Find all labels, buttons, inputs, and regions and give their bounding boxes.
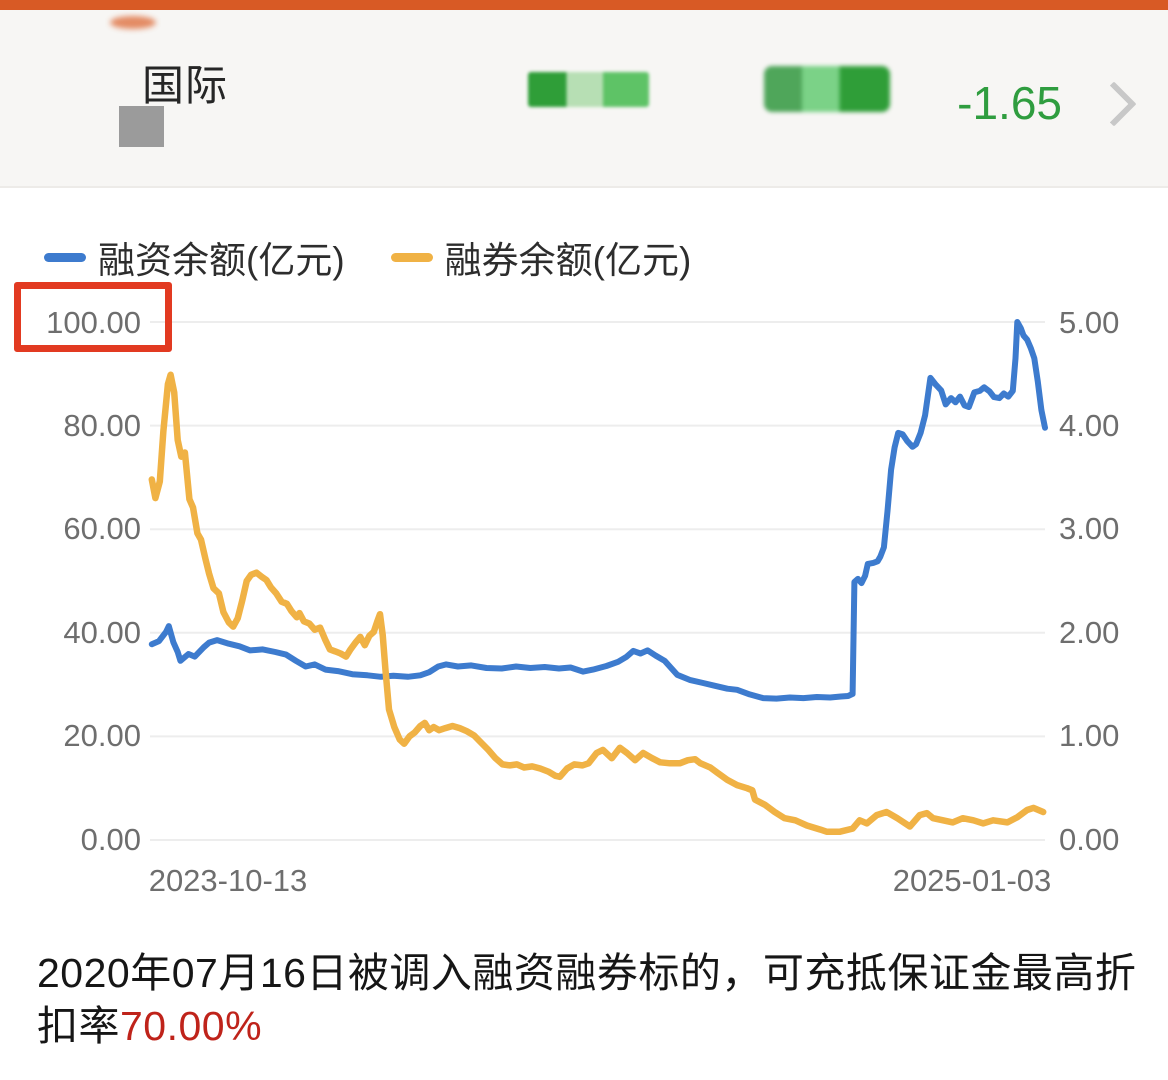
- series-line-1: [148, 371, 1047, 835]
- legend-item-financing: 融资余额(亿元): [44, 230, 345, 284]
- stock-name: 国际: [142, 62, 229, 109]
- chart-legend: 融资余额(亿元) 融券余额(亿元): [44, 230, 691, 284]
- legend-label-securities-lending: 融券余额(亿元): [444, 240, 692, 281]
- right-axis-tick-4: 4.00: [1059, 408, 1120, 443]
- redacted-price-value: [528, 72, 649, 107]
- right-axis-tick-3: 3.00: [1059, 511, 1120, 546]
- left-axis-tick-20: 20.00: [63, 718, 141, 753]
- left-axis-tick-40: 40.00: [63, 615, 141, 650]
- legend-item-securities-lending: 融券余额(亿元): [390, 230, 692, 284]
- right-axis-tick-2: 2.00: [1059, 615, 1120, 650]
- highlight-annotation-box: [14, 282, 172, 352]
- left-axis-tick-80: 80.00: [63, 408, 141, 443]
- securities-lending-line-swatch: [390, 252, 433, 262]
- right-axis-tick-1: 1.00: [1059, 718, 1120, 753]
- redacted-marker-blob: [110, 16, 156, 29]
- discount-rate-value: 70.00%: [120, 1003, 263, 1049]
- footnote-line2: 扣率: [37, 1003, 120, 1049]
- left-axis-tick-60: 60.00: [63, 511, 141, 546]
- x-axis-tick-start: 2023-10-13: [148, 863, 308, 898]
- footnote-line1: 2020年07月16日被调入融资融券标的，可充抵保证金最高折: [37, 950, 1137, 996]
- left-axis-tick-100: 100.00: [46, 305, 141, 340]
- status-accent-bar: [0, 0, 1168, 10]
- left-axis-tick-0: 0.00: [80, 822, 141, 857]
- stock-header-row[interactable]: 国际 -1.65: [0, 10, 1168, 188]
- redacted-change-amount: [764, 66, 890, 112]
- redacted-stock-logo: [119, 106, 164, 147]
- x-axis-tick-end: 2025-01-03: [892, 863, 1052, 898]
- change-percent-value: -1.65: [957, 77, 1062, 129]
- right-axis-tick-5: 5.00: [1059, 305, 1120, 340]
- financing-line-swatch: [44, 252, 86, 262]
- chevron-right-icon[interactable]: [1091, 81, 1137, 127]
- right-axis-tick-0: 0.00: [1059, 822, 1120, 857]
- series-line-0: [148, 319, 1048, 702]
- margin-eligibility-footnote: 2020年07月16日被调入融资融券标的，可充抵保证金最高折 扣率70.00%: [37, 947, 1145, 1053]
- chart-plot-area[interactable]: [148, 319, 1048, 841]
- legend-label-financing: 融资余额(亿元): [98, 240, 345, 281]
